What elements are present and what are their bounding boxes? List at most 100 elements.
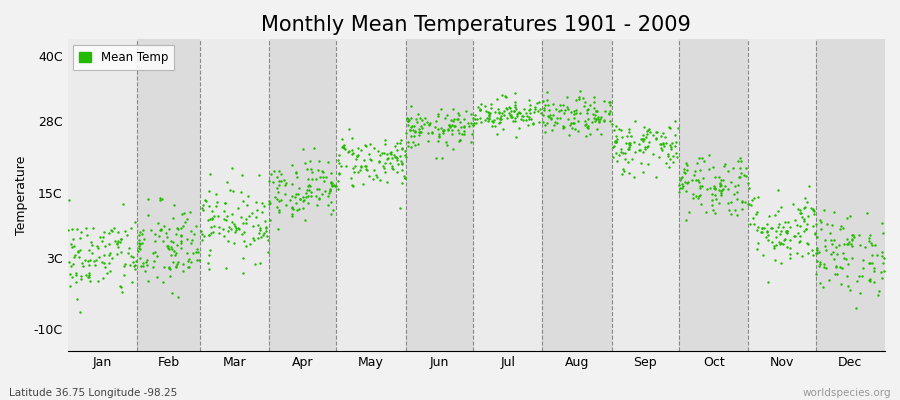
Point	[296, 198, 310, 204]
Point	[679, 160, 693, 166]
Point	[220, 212, 234, 219]
Point	[721, 168, 735, 174]
Bar	[337, 39, 406, 351]
Point	[86, 250, 100, 257]
Point	[741, 179, 755, 186]
Point	[110, 241, 124, 248]
Point	[70, 296, 85, 302]
Point	[217, 200, 231, 206]
Point	[126, 259, 140, 266]
Point	[508, 106, 523, 112]
Point	[687, 172, 701, 178]
Point	[849, 305, 863, 311]
Point	[262, 200, 276, 207]
Point	[135, 240, 149, 246]
Point	[622, 144, 636, 150]
Point	[258, 218, 273, 224]
Point	[792, 239, 806, 246]
Point	[170, 261, 184, 267]
Point	[776, 224, 790, 230]
Point	[381, 155, 395, 162]
Point	[401, 122, 416, 128]
Point	[349, 156, 364, 162]
Point	[799, 240, 814, 246]
Point	[582, 131, 597, 138]
Point	[810, 258, 824, 264]
Point	[542, 114, 556, 120]
Point	[800, 213, 814, 219]
Point	[452, 112, 466, 118]
Point	[691, 194, 706, 201]
Point	[158, 264, 172, 270]
Point	[792, 223, 806, 229]
Point	[714, 192, 728, 198]
Point	[304, 189, 319, 195]
Point	[82, 262, 96, 268]
Point	[875, 248, 889, 255]
Bar	[679, 39, 749, 351]
Point	[390, 147, 404, 154]
Bar	[68, 39, 137, 351]
Point	[151, 220, 166, 226]
Point	[71, 248, 86, 255]
Point	[350, 153, 365, 159]
Point	[727, 182, 742, 189]
Point	[80, 232, 94, 238]
Point	[111, 238, 125, 244]
Point	[225, 188, 239, 194]
Point	[783, 254, 797, 261]
Point	[808, 230, 823, 236]
Point	[538, 129, 553, 135]
Point	[168, 263, 183, 269]
Point	[580, 122, 595, 129]
Point	[345, 151, 359, 157]
Point	[257, 230, 272, 236]
Point	[497, 108, 511, 114]
Point	[325, 182, 339, 188]
Point	[618, 139, 633, 146]
Point	[377, 150, 392, 156]
Point	[174, 232, 188, 238]
Point	[829, 263, 843, 270]
Point	[159, 230, 174, 236]
Point	[635, 148, 650, 155]
Point	[79, 272, 94, 279]
Point	[483, 105, 498, 112]
Point	[681, 179, 696, 185]
Point	[81, 257, 95, 264]
Point	[797, 218, 812, 224]
Point	[178, 218, 193, 225]
Point	[774, 240, 788, 246]
Point	[410, 116, 424, 122]
Point	[851, 232, 866, 238]
Point	[806, 252, 820, 258]
Point	[822, 277, 836, 283]
Point	[111, 228, 125, 235]
Point	[508, 102, 522, 108]
Point	[526, 120, 540, 127]
Point	[688, 193, 703, 199]
Point	[400, 115, 414, 122]
Point	[764, 225, 778, 231]
Point	[733, 155, 747, 161]
Point	[126, 254, 140, 260]
Point	[778, 235, 792, 242]
Point	[247, 237, 261, 243]
Point	[176, 261, 191, 268]
Point	[572, 96, 587, 102]
Point	[769, 228, 783, 234]
Point	[210, 198, 224, 205]
Point	[807, 208, 822, 214]
Point	[217, 232, 231, 239]
Point	[733, 165, 747, 172]
Point	[390, 169, 404, 176]
Point	[707, 185, 722, 192]
Point	[106, 225, 121, 231]
Point	[714, 176, 728, 183]
Point	[876, 260, 890, 266]
Point	[464, 120, 479, 126]
Point	[274, 171, 289, 177]
Point	[586, 105, 600, 111]
Point	[162, 246, 176, 252]
Point	[645, 132, 660, 138]
